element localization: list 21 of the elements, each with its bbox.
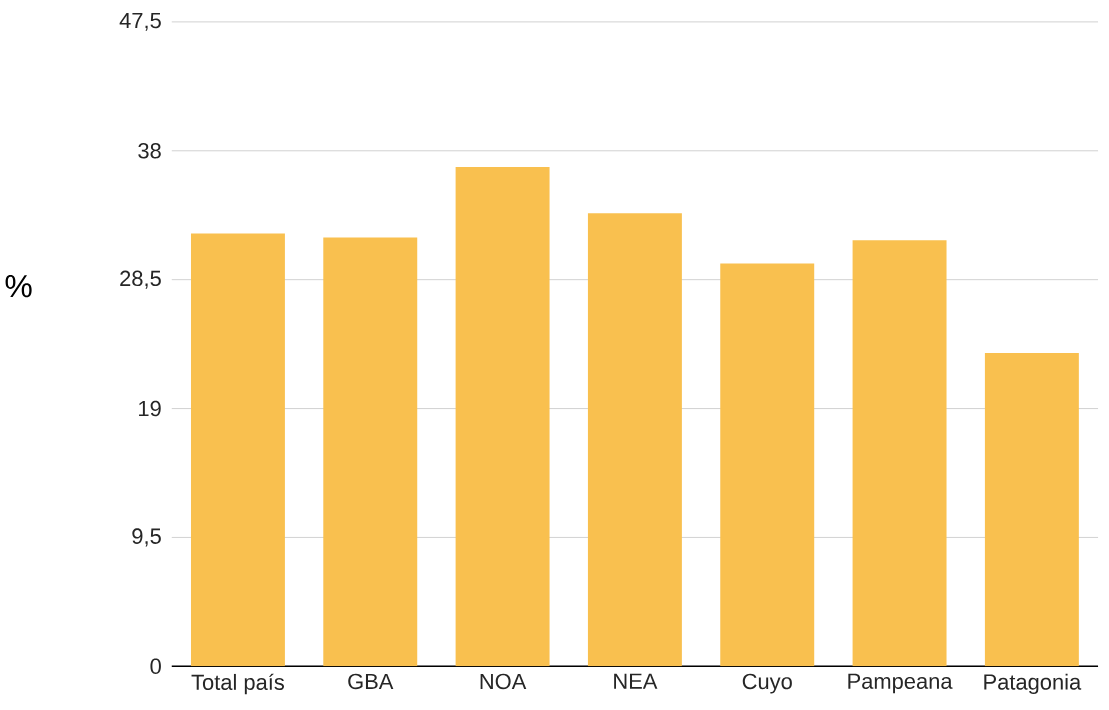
- x-tick-label: Pampeana: [848, 673, 953, 694]
- y-axis-title: %: [5, 274, 32, 298]
- x-tick-label: GBA: [348, 673, 394, 690]
- bar: [323, 237, 418, 667]
- y-tick-label: 0: [150, 658, 161, 675]
- y-tick-label: 9,5: [132, 528, 161, 547]
- bar: [190, 233, 285, 667]
- x-tick-label: Cuyo: [742, 673, 792, 694]
- bar: [455, 167, 550, 667]
- bar: [984, 352, 1079, 667]
- x-tick-label: Patagonia: [984, 673, 1082, 695]
- y-tick-label: 38: [138, 142, 161, 159]
- y-tick-label: 19: [139, 400, 161, 417]
- y-tick-label: 47,5: [119, 12, 161, 31]
- y-tick-label: 28,5: [120, 270, 161, 289]
- x-tick-label: Total país: [191, 673, 285, 695]
- bar: [852, 240, 947, 667]
- x-tick-label: NOA: [480, 673, 527, 690]
- bar: [720, 263, 815, 667]
- x-tick-label: NEA: [614, 673, 658, 689]
- bar: [587, 213, 682, 667]
